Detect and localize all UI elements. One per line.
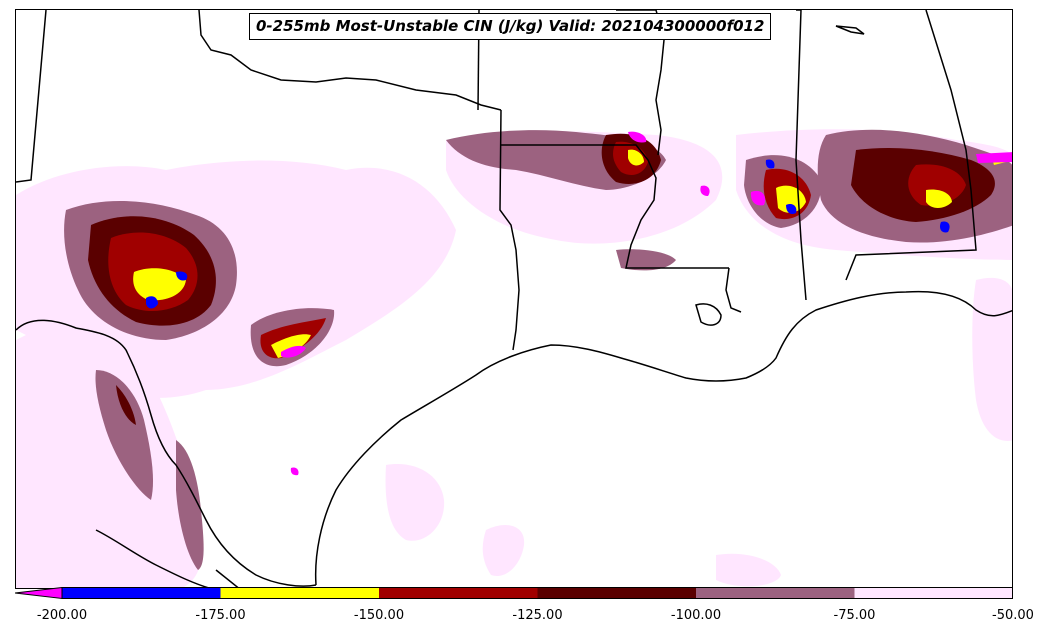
map-title: 0-255mb Most-Unstable CIN (J/kg) Valid: … bbox=[249, 13, 772, 40]
map-frame bbox=[15, 9, 1013, 589]
colorbar-segment bbox=[62, 587, 221, 599]
colorbar-segment bbox=[220, 587, 379, 599]
colorbar-outline bbox=[61, 587, 1013, 599]
colorbar-segment bbox=[537, 587, 696, 599]
colorbar-segment bbox=[696, 587, 855, 599]
colorbar-tick-label: -150.00 bbox=[353, 608, 405, 623]
map-boundaries bbox=[16, 10, 1012, 588]
colorbar-segment bbox=[854, 587, 1013, 599]
colorbar-tick-label: -125.00 bbox=[512, 608, 563, 623]
colorbar-tick-label: -200.00 bbox=[36, 608, 88, 623]
colorbar-segment bbox=[379, 587, 538, 599]
colorbar-tick-label: -75.00 bbox=[833, 608, 876, 623]
colorbar-under-arrow bbox=[15, 587, 63, 600]
colorbar-tick-label: -50.00 bbox=[992, 608, 1034, 623]
colorbar-tick-label: -100.00 bbox=[670, 608, 722, 623]
cin-shading-blue bbox=[146, 159, 950, 309]
colorbar bbox=[15, 587, 1013, 600]
colorbar-tick-label: -175.00 bbox=[195, 608, 246, 623]
cin-shading-magenta bbox=[281, 131, 1012, 476]
cin-map bbox=[16, 10, 1012, 588]
